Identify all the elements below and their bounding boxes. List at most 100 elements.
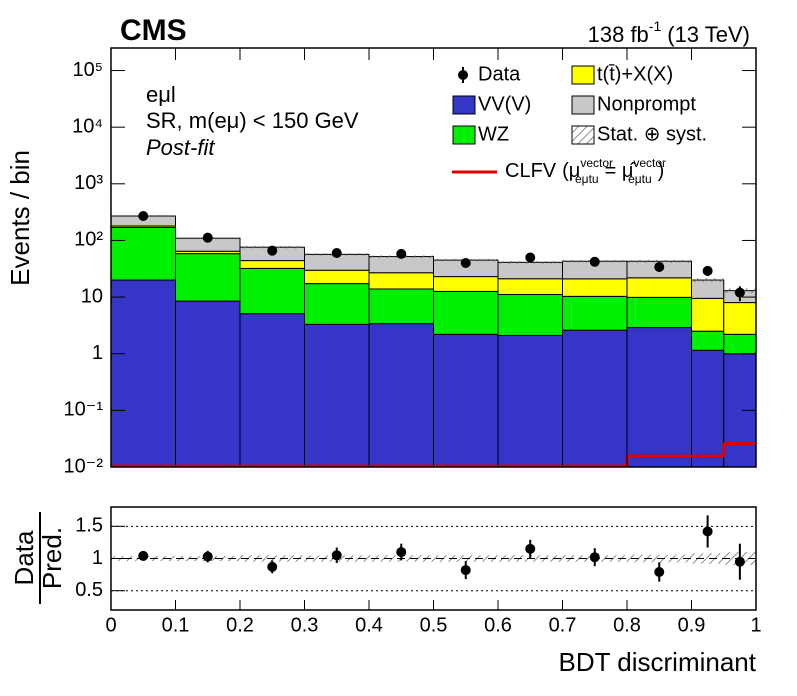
ratio-y-tick-label: 1.5 <box>75 515 103 537</box>
stack-bar <box>626 277 692 298</box>
stack-bar <box>433 333 499 467</box>
ratio-point <box>460 565 471 576</box>
ratio-point <box>267 561 278 572</box>
lumi-energy: (13 TeV) <box>667 22 750 47</box>
x-axis-title: BDT discriminant <box>559 647 757 677</box>
experiment: CMS <box>120 14 187 47</box>
x-tick-label: 1 <box>750 614 761 636</box>
signal-part: ) <box>658 160 665 182</box>
data-point <box>460 257 471 268</box>
stack-bar <box>368 323 434 467</box>
y-tick-label: 10³ <box>74 172 103 194</box>
data-point <box>654 261 665 272</box>
stack-bar <box>239 260 305 269</box>
ratio-point <box>734 556 745 567</box>
ratio-plot <box>111 515 756 582</box>
stack-bar <box>497 278 563 296</box>
ratio-point <box>396 547 407 558</box>
legend-data-marker <box>458 70 468 80</box>
data-point <box>396 248 407 259</box>
x-tick-label: 0.8 <box>613 614 641 636</box>
legend-hatch <box>571 125 595 145</box>
legend-label: Stat. ⊕ syst. <box>597 123 707 145</box>
y-tick-label: 10⁴ <box>72 115 103 137</box>
y-tick-label: 10⁻¹ <box>64 399 104 421</box>
y-axis-title: Events / bin <box>5 150 35 286</box>
ratio-y-title: Data <box>9 530 39 585</box>
stack-bar <box>433 276 499 292</box>
data-point <box>202 232 213 243</box>
y-tick-label: 10² <box>74 229 103 251</box>
annotation: eμl <box>146 82 176 107</box>
x-tick-label: 0.4 <box>355 614 383 636</box>
ratio-point <box>202 551 213 562</box>
ratio-point <box>654 567 665 578</box>
stack-bar <box>111 226 176 281</box>
data-point <box>589 256 600 267</box>
lumi-value: 138 fb <box>588 22 649 47</box>
x-tick-label: 0.3 <box>291 614 319 636</box>
stack-bar <box>562 278 628 297</box>
ratio-point <box>525 543 536 554</box>
legend-swatch <box>452 125 476 145</box>
legend-swatch <box>571 65 595 85</box>
stack-bar <box>175 253 241 302</box>
legend-swatch <box>571 95 595 115</box>
stack-bar <box>497 334 563 467</box>
uncertainty-band <box>691 278 724 283</box>
ratio-point <box>138 550 149 561</box>
stack-bar <box>304 283 370 325</box>
ratio-y-tick-label: 0.5 <box>75 579 103 601</box>
y-tick-label: 1 <box>92 342 103 364</box>
stack-bar <box>304 323 370 467</box>
legend-label: CLFV (μvector eμtu = μ̂vector eμtu) <box>505 156 666 186</box>
stack-bar <box>626 296 692 329</box>
y-tick-label: 10⁻² <box>64 455 104 477</box>
x-tick-label: 0.1 <box>162 614 190 636</box>
stack-bar <box>433 290 499 335</box>
ratio-y-title: Pred. <box>37 527 67 589</box>
signal-part: vector <box>580 156 613 170</box>
stack-bar <box>723 302 756 335</box>
stack-bar <box>691 330 725 351</box>
x-tick-label: 0 <box>105 614 116 636</box>
x-tick-label: 0.9 <box>678 614 706 636</box>
lumi-exp: -1 <box>649 18 662 34</box>
signal-name: CLFV <box>505 160 557 182</box>
stack-bar <box>304 269 370 285</box>
y-tick-label: 10⁵ <box>72 59 103 81</box>
data-point <box>331 248 342 259</box>
uncertainty-band <box>627 259 692 263</box>
main-plot <box>111 211 756 467</box>
legend-label: VV(V) <box>478 93 531 115</box>
ratio-band <box>691 553 724 564</box>
x-tick-label: 0.6 <box>484 614 512 636</box>
stack-bar <box>497 261 563 280</box>
legend-label: Data <box>478 63 521 85</box>
stack-bar <box>368 288 434 325</box>
ratio-point <box>331 550 342 561</box>
ratio-y-tick-label: 1 <box>92 547 103 569</box>
lumi-label: 138 fb-1 (13 TeV) <box>588 18 750 47</box>
x-tick-label: 0.2 <box>226 614 254 636</box>
signal-part: eμtu <box>575 172 599 186</box>
stack-bar <box>497 294 563 336</box>
stack-bar <box>111 279 176 467</box>
data-point <box>267 245 278 256</box>
legend-swatch <box>452 95 476 115</box>
stack-bar <box>562 329 628 467</box>
stack-bar <box>368 272 434 290</box>
x-tick-label: 0.5 <box>420 614 448 636</box>
stack-bar <box>562 295 628 331</box>
legend-label: WZ <box>478 123 509 145</box>
stack-bar <box>175 300 241 467</box>
annotation: SR, m(eμ) < 150 GeV <box>146 108 359 133</box>
signal-part: eμtu <box>628 172 652 186</box>
stack-bar <box>723 353 756 467</box>
annotation: Post-fit <box>146 135 215 160</box>
data-point <box>138 211 149 222</box>
y-tick-label: 10 <box>81 285 103 307</box>
legend-label: t(t̄)+X(X) <box>597 63 673 85</box>
signal-part: vector <box>633 156 666 170</box>
